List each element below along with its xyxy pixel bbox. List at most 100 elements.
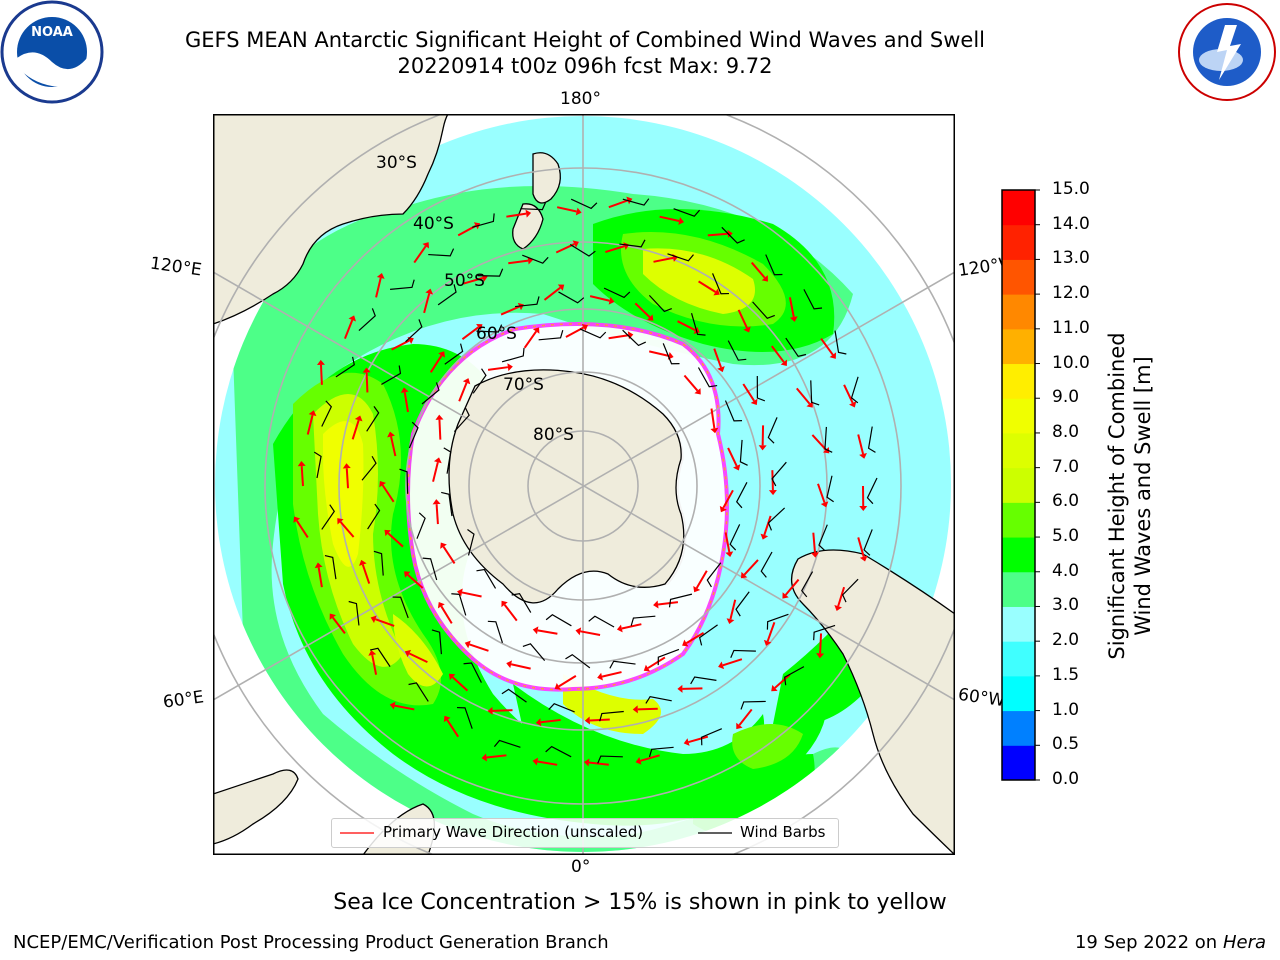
wind-barb bbox=[834, 330, 847, 355]
colorbar-segment bbox=[1002, 398, 1035, 434]
wave-direction-arrow bbox=[740, 559, 759, 579]
wind-barb bbox=[366, 406, 380, 432]
wave-direction-arrow bbox=[682, 631, 705, 647]
wind-barb bbox=[321, 400, 333, 427]
colorbar-segment bbox=[1002, 432, 1035, 469]
nws-logo bbox=[1178, 3, 1276, 101]
wave-direction-arrow bbox=[693, 570, 708, 593]
colorbar-tick-label: 10.0 bbox=[1052, 352, 1090, 373]
sea-ice-note: Sea Ice Concentration > 15% is shown in … bbox=[333, 890, 947, 915]
wind-barb bbox=[866, 477, 878, 505]
wind-barb bbox=[321, 504, 335, 530]
wave-direction-arrow bbox=[351, 415, 363, 440]
legend-wind-label: Wind Barbs bbox=[740, 823, 826, 841]
lon-label-0: 0° bbox=[571, 857, 591, 877]
wind-barb bbox=[765, 254, 783, 276]
footer-machine: Hera bbox=[1222, 932, 1266, 953]
wave-direction-arrow bbox=[506, 209, 532, 218]
wave-direction-arrow bbox=[487, 706, 513, 715]
wind-barb bbox=[630, 615, 656, 626]
wind-barb bbox=[451, 593, 467, 616]
wind-barb bbox=[673, 208, 701, 217]
wave-direction-arrow bbox=[464, 640, 489, 652]
wave-direction-arrow bbox=[500, 302, 524, 316]
colorbar-tick-label: 9.0 bbox=[1052, 387, 1080, 408]
wind-barb bbox=[565, 653, 591, 669]
wave-direction-arrow bbox=[707, 229, 733, 238]
wave-direction-arrow bbox=[683, 735, 709, 746]
wave-direction-arrow bbox=[726, 599, 737, 625]
wave-direction-legend-line bbox=[340, 832, 374, 834]
wind-barb bbox=[570, 198, 598, 210]
wave-direction-arrow bbox=[429, 351, 445, 373]
wave-direction-arrow bbox=[384, 529, 404, 548]
wind-barb bbox=[818, 524, 828, 551]
lat-label-40s: 40°S bbox=[413, 214, 454, 234]
sea-ice bbox=[406, 322, 729, 692]
wave-direction-arrow bbox=[683, 374, 701, 395]
map-panel bbox=[213, 114, 955, 855]
wind-barb bbox=[441, 491, 453, 517]
wind-barb bbox=[443, 447, 452, 474]
colorbar-segment bbox=[1002, 224, 1035, 260]
wave-direction-arrow bbox=[727, 447, 741, 471]
wind-barb bbox=[712, 273, 729, 295]
wind-barb bbox=[803, 289, 823, 310]
lat-label-50s: 50°S bbox=[444, 271, 485, 291]
wave-direction-arrow bbox=[532, 626, 558, 635]
wind-barb bbox=[501, 347, 525, 363]
lat-label-30s: 30°S bbox=[376, 153, 417, 173]
colorbar-segment bbox=[1002, 606, 1035, 642]
wind-barb bbox=[520, 202, 547, 211]
wave-direction-arrow bbox=[758, 425, 767, 451]
wind-barb bbox=[367, 503, 381, 530]
colorbar-tick-label: 4.0 bbox=[1052, 560, 1080, 581]
colorbar-tick-label: 1.0 bbox=[1052, 699, 1080, 720]
wave-direction-arrow bbox=[314, 562, 323, 588]
wind-barb bbox=[619, 239, 646, 248]
wave-direction-arrow bbox=[760, 515, 772, 540]
wind-barb bbox=[668, 593, 693, 608]
wind-barb bbox=[690, 313, 706, 336]
wave-direction-arrow bbox=[659, 215, 685, 225]
wind-barb bbox=[381, 365, 402, 385]
wave-direction-arrow bbox=[635, 754, 660, 765]
wind-barb bbox=[826, 475, 834, 503]
footer-date: 19 Sep 2022 on bbox=[1074, 932, 1218, 953]
wind-barb bbox=[467, 528, 475, 556]
wind-barb bbox=[841, 578, 859, 603]
wind-barb bbox=[335, 356, 355, 378]
wind-barb bbox=[766, 613, 789, 630]
wind-barb bbox=[588, 615, 615, 628]
wind-barb bbox=[657, 648, 680, 666]
wave-direction-arrow bbox=[556, 206, 582, 216]
wind-barb bbox=[648, 746, 674, 758]
wind-barb bbox=[511, 593, 532, 613]
wave-direction-arrow bbox=[359, 559, 371, 584]
colorbar bbox=[1001, 189, 1040, 781]
wind-barb-legend-line bbox=[698, 832, 732, 834]
wind-barb bbox=[863, 529, 873, 556]
wind-barb bbox=[730, 649, 756, 659]
wind-barb bbox=[456, 706, 473, 729]
wave-direction-arrow bbox=[337, 518, 355, 538]
wind-barb bbox=[515, 296, 540, 308]
chart-title: GEFS MEAN Antarctic Significant Height o… bbox=[184, 28, 986, 52]
colorbar-tick-label: 5.0 bbox=[1052, 526, 1080, 547]
wave-direction-arrow bbox=[719, 489, 734, 513]
wave-direction-arrow bbox=[698, 280, 720, 296]
colorbar-tick-label: 1.5 bbox=[1052, 664, 1080, 685]
wave-direction-arrow bbox=[724, 532, 734, 557]
wind-barb bbox=[487, 620, 504, 643]
wind-barb bbox=[810, 380, 820, 406]
wave-direction-arrow bbox=[432, 457, 442, 482]
wind-barb bbox=[453, 407, 470, 433]
wind-barb bbox=[392, 596, 409, 619]
wave-direction-arrow bbox=[481, 753, 507, 762]
wind-barb bbox=[538, 330, 564, 341]
wind-barb bbox=[724, 400, 743, 422]
wind-barb bbox=[735, 482, 748, 509]
wave-direction-arrow bbox=[543, 284, 565, 301]
wind-barb bbox=[358, 308, 376, 332]
wave-direction-arrow bbox=[362, 367, 371, 393]
